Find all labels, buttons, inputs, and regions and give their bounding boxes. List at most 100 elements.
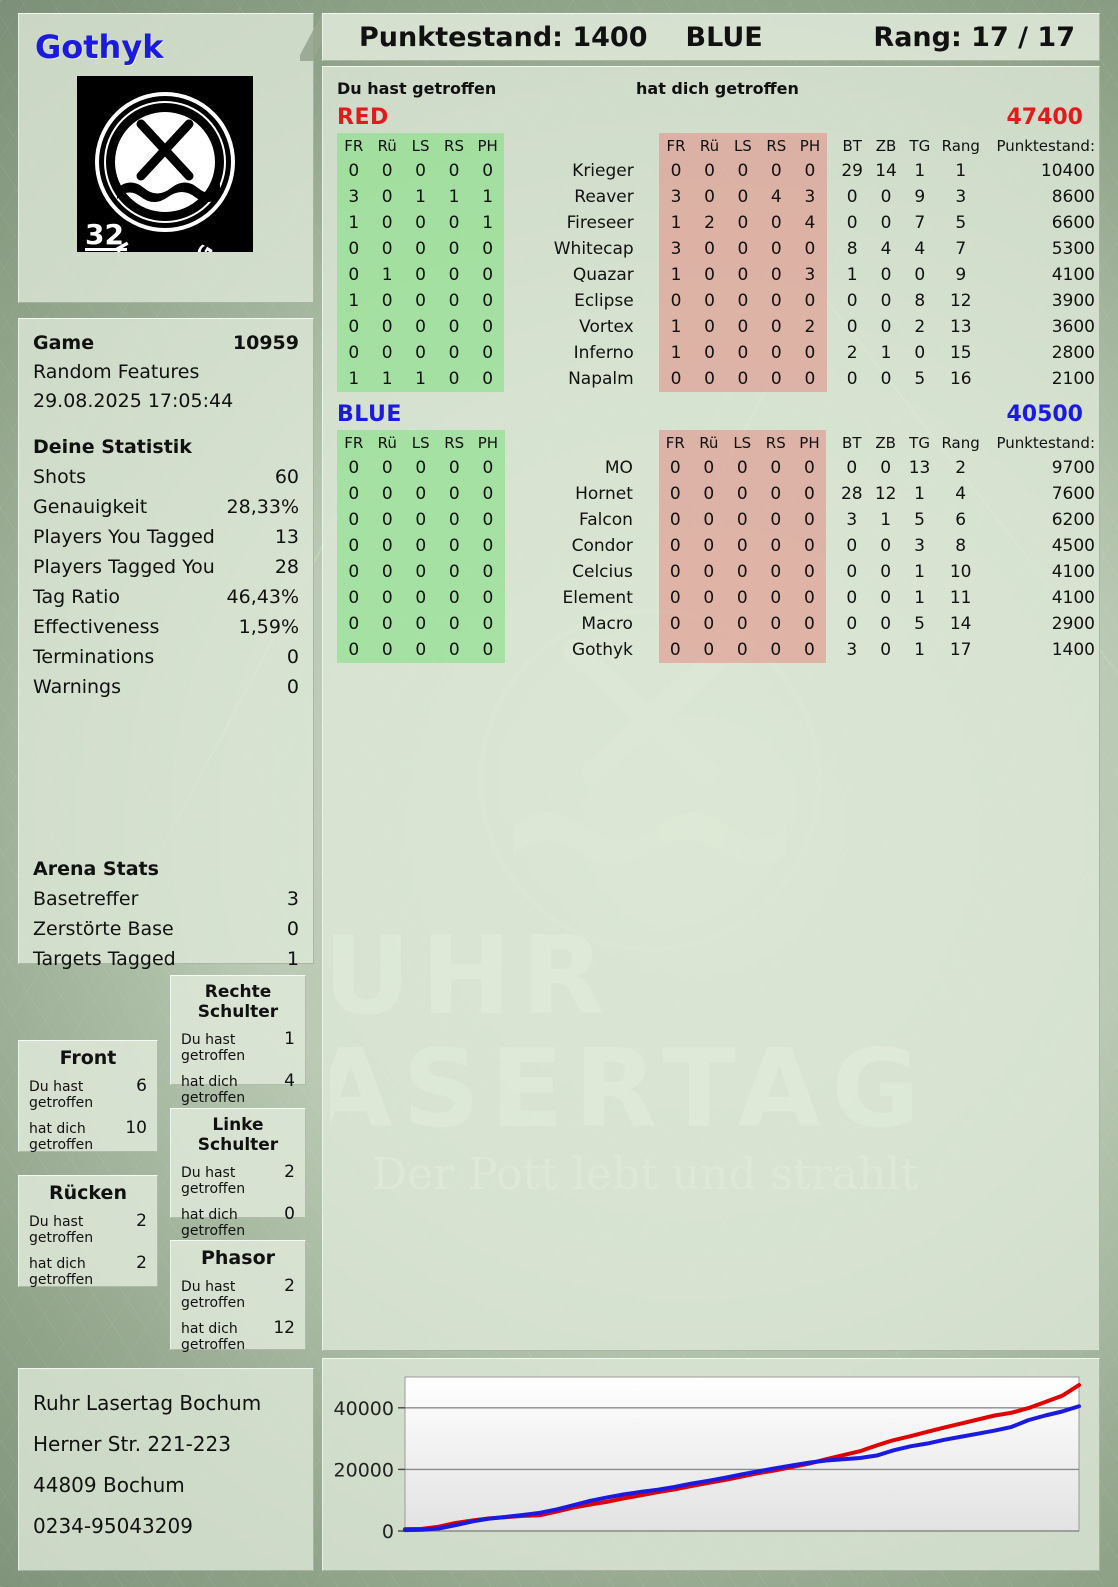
cell-player-name: MO (604, 458, 633, 478)
table-row[interactable]: 0 0 0 0 0 Macro 0 0 0 0 0 0 0 5 14 2900 (337, 611, 1101, 637)
col-header-got-rü: Rü (692, 133, 727, 158)
spacer (826, 481, 835, 507)
cell-punktestand: 4500 (1051, 536, 1095, 556)
cell-got-fr: 0 (658, 507, 693, 533)
cell-got-ph: 0 (793, 340, 827, 366)
cell-hit-rs: 0 (437, 340, 471, 366)
bodypart-box-ruecken: Rücken Du hast getroffen 2 hat dich getro… (18, 1175, 158, 1288)
cell-got-fr: 1 (659, 210, 693, 236)
table-row[interactable]: 0 0 0 0 0 Element 0 0 0 0 0 0 0 1 11 4100 (337, 585, 1101, 611)
personal-stat-label: Warnings (33, 676, 122, 698)
table-row[interactable]: 0 0 0 0 0 Celcius 0 0 0 0 0 0 0 1 10 4100 (337, 559, 1101, 585)
cell-got-rü: 0 (692, 288, 727, 314)
spacer (827, 184, 836, 210)
table-row[interactable]: 3 0 1 1 1 Reaver 3 0 0 4 3 0 0 9 3 8600 (337, 184, 1101, 210)
bodypart-got-value: 12 (273, 1318, 295, 1338)
spacer (504, 366, 513, 392)
cell-player-name: Condor (571, 536, 633, 556)
arena-stat-label: Zerstörte Base (33, 918, 174, 940)
cell-hit-fr: 1 (337, 210, 371, 236)
bodypart-title: Phasor (200, 1247, 275, 1269)
cell-got-rü: 0 (692, 637, 726, 663)
col-header-got-ph: PH (793, 133, 827, 158)
cell-rang: 13 (949, 317, 972, 337)
table-row[interactable]: 0 0 0 0 0 Vortex 1 0 0 0 2 0 0 2 13 3600 (337, 314, 1101, 340)
cell-rang: 10 (949, 562, 972, 582)
cell-hit-ph: 0 (471, 455, 505, 481)
cell-hit-fr: 1 (337, 288, 371, 314)
cell-hit-ls: 0 (403, 262, 438, 288)
cell-tg: 5 (914, 614, 925, 634)
cell-tg: 5 (914, 510, 925, 530)
table-row[interactable]: 0 0 0 0 0 Gothyk 0 0 0 0 0 3 0 1 17 1400 (337, 637, 1101, 663)
cell-hit-ph: 0 (471, 533, 505, 559)
statistics-panel: Game 10959 Random Features 29.08.2025 17… (18, 318, 314, 970)
cell-hit-ph: 1 (470, 184, 505, 210)
table-row[interactable]: 1 1 1 0 0 Napalm 0 0 0 0 0 0 0 5 16 2100 (337, 366, 1101, 392)
col-header-hit-ph: PH (470, 133, 505, 158)
table-row[interactable]: 0 0 0 0 0 MO 0 0 0 0 0 0 0 13 2 9700 (337, 455, 1101, 481)
cell-got-ph: 4 (793, 210, 827, 236)
bodypart-hit-value: 2 (284, 1162, 295, 1182)
cell-hit-rü: 0 (370, 481, 405, 507)
spacer (504, 133, 513, 158)
bodypart-box-front: Front Du hast getroffen 6 hat dich getrof… (18, 1040, 158, 1153)
cell-hit-rs: 1 (437, 184, 471, 210)
table-row[interactable]: 1 0 0 0 1 Fireseer 1 2 0 0 4 0 0 7 5 6600 (337, 210, 1101, 236)
cell-got-rü: 0 (692, 611, 726, 637)
cell-got-ph: 0 (793, 236, 827, 262)
table-row[interactable]: 0 0 0 0 0 Krieger 0 0 0 0 0 29 14 1 1 10400 (337, 158, 1101, 184)
col-header-zb: ZB (875, 136, 897, 155)
cell-hit-ph: 0 (471, 637, 505, 663)
cell-got-fr: 0 (658, 637, 693, 663)
cell-got-ls: 0 (726, 314, 760, 340)
cell-rang: 11 (949, 588, 972, 608)
cell-hit-rs: 0 (437, 559, 472, 585)
address-line: 0234-95043209 (33, 1514, 193, 1538)
cell-got-rü: 0 (692, 314, 727, 340)
spacer (827, 210, 836, 236)
svg-text:32: 32 (85, 218, 124, 251)
cell-hit-fr: 0 (337, 236, 371, 262)
spacer (504, 314, 513, 340)
table-row[interactable]: 0 0 0 0 0 Falcon 0 0 0 0 0 3 1 5 6 6200 (337, 507, 1101, 533)
spacer (826, 430, 835, 455)
cell-hit-ls: 0 (404, 455, 438, 481)
cell-hit-ph: 0 (470, 236, 505, 262)
table-row[interactable]: 0 0 0 0 0 Whitecap 3 0 0 0 0 8 4 4 7 5300 (337, 236, 1101, 262)
cell-tg: 4 (914, 239, 926, 259)
cell-got-ls: 0 (726, 184, 760, 210)
table-row[interactable]: 1 0 0 0 0 Eclipse 0 0 0 0 0 0 0 8 12 3900 (337, 288, 1101, 314)
table-row[interactable]: 0 0 0 0 0 Hornet 0 0 0 0 0 28 12 1 4 7600 (337, 481, 1101, 507)
spacer (826, 507, 835, 533)
personal-stat-value: 46,43% (226, 586, 299, 608)
cell-bt: 2 (846, 343, 858, 363)
spacer (645, 611, 659, 637)
cell-bt: 0 (846, 562, 858, 582)
cell-tg: 5 (914, 369, 926, 389)
cell-hit-ph: 0 (471, 507, 505, 533)
cell-got-rs: 0 (758, 507, 793, 533)
table-row[interactable]: 0 1 0 0 0 Quazar 1 0 0 0 3 1 0 0 9 4100 (337, 262, 1101, 288)
cell-bt: 0 (846, 291, 858, 311)
table-row[interactable]: 0 0 0 0 0 Condor 0 0 0 0 0 0 0 3 8 4500 (337, 533, 1101, 559)
spacer (827, 314, 836, 340)
cell-got-rs: 0 (759, 262, 794, 288)
bodypart-got-value: 4 (284, 1071, 295, 1091)
cell-player-name: Celcius (572, 562, 633, 582)
cell-hit-ls: 0 (403, 288, 438, 314)
bodypart-got-value: 10 (125, 1118, 147, 1138)
col-header-zb: ZB (875, 433, 896, 452)
cell-player-name: Inferno (573, 343, 634, 363)
table-row[interactable]: 0 0 0 0 0 Inferno 1 0 0 0 0 2 1 0 15 2800 (337, 340, 1101, 366)
cell-got-ls: 0 (725, 585, 759, 611)
team-table-red: FR Rü LS RS PH FR Rü LS RS PH BT ZB TG Rang Punktestan… (337, 133, 1101, 392)
cell-hit-ph: 1 (470, 210, 505, 236)
spacer (504, 158, 513, 184)
cell-got-rs: 0 (758, 455, 793, 481)
bodypart-hit-value: 2 (136, 1211, 147, 1231)
cell-got-fr: 0 (658, 533, 693, 559)
cell-got-ls: 0 (726, 158, 760, 184)
bodypart-got-label: hat dich getroffen (181, 1074, 246, 1106)
cell-got-rü: 0 (692, 533, 726, 559)
